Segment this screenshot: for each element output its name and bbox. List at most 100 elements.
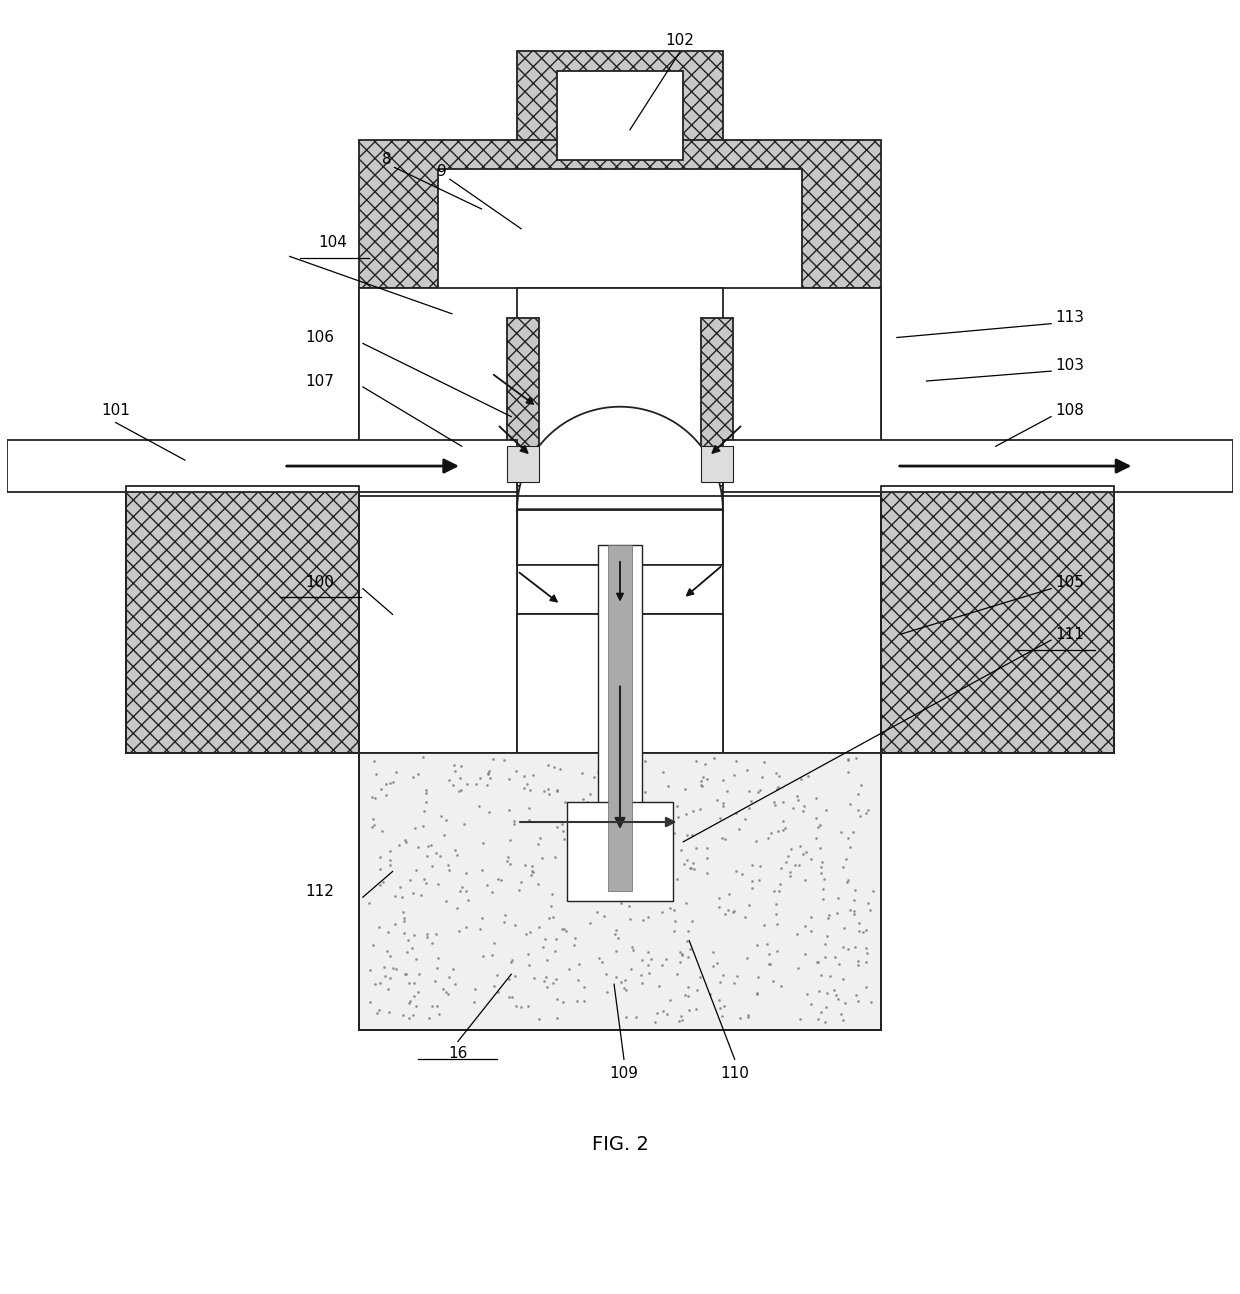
Point (740, 791, 760, 811)
Point (836, 992, 856, 1013)
Point (606, 845, 626, 866)
Bar (358, 289, 882, 466)
Point (489, 981, 508, 1002)
Point (825, 946, 844, 967)
Point (451, 779, 471, 800)
Point (403, 1004, 423, 1025)
Point (547, 782, 567, 802)
Point (769, 881, 789, 902)
Point (428, 995, 448, 1016)
Point (365, 815, 384, 836)
Point (407, 949, 427, 969)
Point (844, 901, 864, 921)
Point (844, 937, 864, 958)
Point (799, 765, 818, 785)
Point (703, 956, 723, 977)
Point (434, 824, 454, 845)
Point (781, 839, 801, 859)
Point (594, 906, 614, 927)
Point (668, 1011, 688, 1031)
Point (443, 774, 463, 795)
Text: 104: 104 (319, 236, 347, 250)
Point (754, 752, 774, 773)
Point (807, 951, 827, 972)
Point (680, 999, 699, 1020)
Point (769, 820, 789, 841)
Point (374, 958, 394, 978)
Point (663, 920, 683, 941)
Text: 108: 108 (1055, 404, 1084, 418)
Point (518, 954, 538, 974)
Point (417, 924, 436, 945)
Point (456, 862, 476, 883)
Point (738, 1004, 758, 1025)
Point (422, 995, 441, 1016)
Text: 107: 107 (305, 374, 334, 388)
Point (547, 968, 567, 989)
Point (640, 872, 660, 893)
Point (487, 868, 507, 889)
Point (853, 923, 873, 943)
Point (394, 907, 414, 928)
Point (379, 773, 399, 793)
Point (404, 818, 424, 839)
Point (687, 980, 707, 1000)
Point (484, 976, 503, 996)
Point (376, 965, 396, 986)
Point (503, 810, 523, 831)
Point (427, 924, 446, 945)
Point (683, 858, 703, 879)
Point (495, 905, 515, 925)
Point (671, 1005, 691, 1026)
Point (574, 991, 594, 1012)
Point (663, 901, 683, 921)
Bar (125, 485, 358, 753)
Point (665, 823, 684, 844)
Point (857, 942, 877, 963)
Bar (358, 753, 882, 1030)
Point (619, 895, 639, 916)
Point (596, 964, 616, 985)
Point (639, 963, 658, 983)
Point (436, 890, 456, 911)
Point (538, 950, 558, 970)
Point (596, 780, 616, 801)
Point (634, 802, 653, 823)
Point (372, 820, 392, 841)
Point (574, 977, 594, 998)
Point (691, 771, 711, 792)
Point (379, 841, 399, 862)
Point (677, 920, 697, 941)
Point (694, 753, 714, 774)
Point (811, 863, 831, 884)
Point (739, 797, 759, 818)
Point (677, 826, 697, 846)
Point (413, 815, 433, 836)
Point (559, 959, 579, 980)
Point (759, 954, 779, 974)
Point (775, 818, 795, 839)
Point (544, 846, 564, 867)
Point (779, 846, 799, 867)
Point (394, 923, 414, 943)
Point (645, 1012, 665, 1033)
Point (523, 765, 543, 785)
Point (787, 787, 807, 807)
Point (547, 1008, 567, 1029)
Point (472, 861, 492, 881)
Point (734, 809, 754, 829)
Point (844, 890, 864, 911)
Point (831, 1004, 851, 1025)
Point (771, 976, 791, 996)
Point (552, 919, 572, 939)
Point (371, 875, 391, 895)
Point (697, 862, 717, 883)
Point (398, 929, 418, 950)
Point (656, 795, 676, 815)
Point (649, 976, 668, 996)
Point (758, 827, 777, 848)
Bar (701, 318, 733, 466)
Point (543, 907, 563, 928)
Point (812, 851, 832, 872)
Point (750, 855, 770, 876)
